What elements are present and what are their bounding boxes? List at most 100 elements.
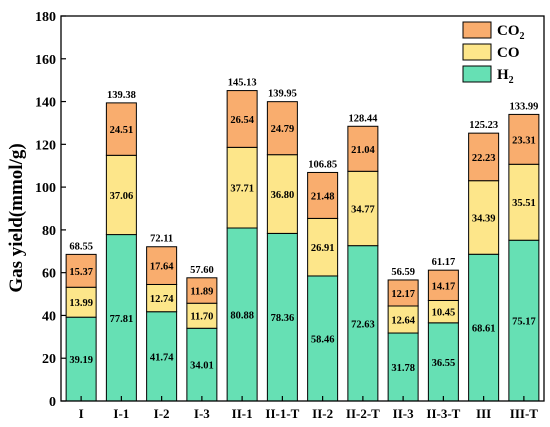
x-tick-label-5: II-1 (232, 406, 253, 421)
value-label-co2-8: 21.04 (351, 145, 375, 156)
bar-co2-6 (266, 101, 298, 156)
value-label-h2-2: 77.81 (110, 314, 134, 325)
bar-co-2 (105, 154, 137, 236)
value-label-co2-7: 21.48 (311, 191, 335, 202)
total-label-6: 139.95 (268, 89, 297, 100)
y-tick-label-20: 20 (42, 352, 56, 367)
bar-co2-2 (105, 102, 137, 156)
bar-co2-3 (146, 246, 178, 285)
value-label-h2-4: 34.01 (190, 361, 214, 372)
value-label-co-2: 37.06 (110, 191, 134, 202)
value-label-co-4: 11.70 (190, 312, 213, 323)
bars-layer (65, 90, 540, 402)
bar-h2-6 (266, 232, 298, 402)
value-label-co-8: 34.77 (351, 204, 375, 215)
bar-h2-7 (307, 275, 339, 402)
value-label-co2-10: 14.17 (432, 281, 456, 292)
value-label-h2-7: 58.46 (311, 334, 335, 345)
bar-co-7 (307, 217, 339, 277)
bar-co2-7 (307, 171, 339, 219)
legend-swatch-co (462, 43, 492, 61)
value-label-co2-11: 22.23 (472, 153, 496, 164)
value-label-co2-9: 12.17 (391, 289, 415, 300)
value-label-co-1: 13.99 (69, 298, 93, 309)
y-tick-label-80: 80 (42, 224, 56, 239)
x-tick-label-8: II-2-T (346, 406, 380, 421)
legend-label-h2: H2 (497, 67, 514, 86)
value-label-co-5: 37.71 (230, 184, 254, 195)
y-tick-label-100: 100 (35, 181, 56, 196)
plot-frame (60, 15, 545, 402)
value-label-h2-12: 75.17 (512, 317, 536, 328)
bar-co-1 (65, 286, 97, 318)
x-tick-label-12: III-T (510, 406, 539, 421)
total-label-11: 125.23 (469, 120, 498, 131)
data-labels-layer: 39.19 13.99 15.37 68.55 77.81 37.06 24.51 139.3… (69, 78, 538, 374)
bar-h2-4 (186, 327, 218, 402)
total-label-7: 106.85 (308, 159, 337, 170)
x-tick-label-9: II-3 (393, 406, 414, 421)
bar-co2-11 (468, 132, 500, 182)
value-label-co2-6: 24.79 (271, 124, 295, 135)
y-tick-label-40: 40 (42, 309, 56, 324)
y-axis-title: Gas yield(mmol/g) (6, 143, 27, 292)
value-label-co2-2: 24.51 (110, 125, 134, 136)
bar-co-4 (186, 302, 218, 329)
legend-swatch-co2 (462, 21, 492, 39)
legend-label-co: CO (497, 45, 520, 61)
bar-co-3 (146, 283, 178, 313)
bar-co2-9 (387, 279, 419, 307)
total-label-8: 128.44 (348, 113, 378, 124)
x-tick-label-3: I-2 (154, 406, 170, 421)
total-label-4: 57.60 (190, 265, 214, 276)
total-label-10: 61.17 (432, 257, 456, 268)
x-tick-label-11: III (476, 406, 491, 421)
x-tick-label-4: I-3 (194, 406, 210, 421)
total-label-2: 139.38 (107, 90, 136, 101)
bar-h2-2 (105, 234, 137, 402)
y-tick-label-120: 120 (35, 138, 56, 153)
bar-co2-4 (186, 277, 218, 304)
bar-h2-1 (65, 316, 97, 402)
value-label-h2-3: 41.74 (150, 352, 174, 363)
value-label-co2-1: 15.37 (69, 267, 93, 278)
bar-co2-10 (427, 269, 459, 301)
value-label-h2-11: 68.61 (472, 324, 496, 335)
bar-co2-8 (347, 125, 379, 172)
total-label-1: 68.55 (69, 241, 93, 252)
x-tick-label-7: II-2 (312, 406, 333, 421)
bar-co-12 (508, 163, 540, 241)
bar-h2-10 (427, 322, 459, 402)
value-label-co-10: 10.45 (432, 308, 456, 319)
bar-co2-12 (508, 113, 540, 165)
value-label-co2-12: 23.31 (512, 135, 536, 146)
total-label-5: 145.13 (228, 78, 257, 89)
bar-co-6 (266, 154, 298, 234)
x-tick-label-10: II-3-T (426, 406, 460, 421)
bar-co2-1 (65, 253, 97, 288)
total-label-9: 56.59 (391, 267, 415, 278)
bar-co2-5 (226, 90, 258, 148)
value-label-co-3: 12.74 (150, 294, 174, 305)
value-label-co-7: 26.91 (311, 243, 335, 254)
y-tick-label-0: 0 (49, 395, 56, 410)
bar-co-8 (347, 170, 379, 247)
value-label-co2-4: 11.89 (190, 287, 213, 298)
y-tick-label-180: 180 (35, 10, 56, 25)
y-tick-label-140: 140 (35, 96, 56, 111)
value-label-h2-5: 80.88 (230, 311, 254, 322)
total-label-12: 133.99 (509, 101, 538, 112)
value-label-h2-10: 36.55 (432, 358, 456, 369)
value-label-h2-1: 39.19 (69, 355, 93, 366)
x-tick-label-6: II-1-T (265, 406, 299, 421)
value-label-co-6: 36.80 (271, 190, 295, 201)
value-label-h2-6: 78.36 (271, 313, 295, 324)
value-label-co2-3: 17.64 (150, 262, 174, 273)
value-label-co-11: 34.39 (472, 213, 496, 224)
legend: CO2 CO H2 (462, 21, 525, 86)
total-label-3: 72.11 (150, 234, 173, 245)
x-tick-label-1: I (79, 406, 84, 421)
value-label-co2-5: 26.54 (230, 115, 254, 126)
